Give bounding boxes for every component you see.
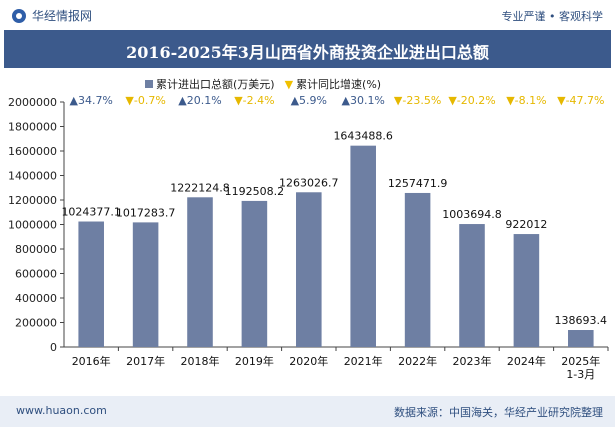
data-label: 1643488.6 [333,130,393,143]
x-tick-label: 2017年 [126,354,165,368]
bar [187,197,213,347]
title-bar: 2016-2025年3月山西省外商投资企业进出口总额 [4,30,611,68]
growth-label: ▼-8.1% [506,94,546,107]
bar [404,192,431,347]
y-tick-label: 200000 [15,317,57,330]
top-bar: 华经情报网 专业严谨 • 客观科学 [0,0,615,30]
x-tick-label: 2024年 [507,354,546,368]
x-tick-label: 2018年 [181,354,220,368]
data-label: 138693.4 [555,314,608,327]
bar [513,234,540,347]
y-tick-label: 2000000 [8,96,57,109]
data-label: 1017283.7 [116,206,176,219]
legend-series: 累计进出口总额(万美元) [145,76,275,92]
y-tick-label: 1400000 [8,170,57,183]
logo-icon [12,8,26,23]
growth-label: ▲34.7% [69,94,112,107]
y-tick-label: 1200000 [8,194,57,207]
data-label: 1263026.7 [279,176,339,189]
data-label: 1222124.8 [170,181,230,194]
y-tick-label: 1800000 [8,121,57,134]
legend-growth-label: 累计同比增速(%) [296,78,382,91]
data-label: 1003694.8 [442,208,502,221]
y-tick-label: 600000 [15,268,57,281]
bar [241,200,268,347]
bar [459,224,485,347]
legend-triangle-icon: ▼ [284,78,294,91]
y-tick-label: 1600000 [8,145,57,158]
slogan: 专业严谨 • 客观科学 [501,10,603,23]
y-tick-label: 800000 [15,243,57,256]
legend-growth: ▼ 累计同比增速(%) [285,76,382,92]
chart-title: 2016-2025年3月山西省外商投资企业进出口总额 [126,43,489,62]
legend-series-label: 累计进出口总额(万美元) [156,78,275,91]
y-tick-label: 400000 [15,292,57,305]
x-tick-label: 2023年 [453,354,492,368]
y-tick-label: 1000000 [8,219,57,232]
x-tick-label: 2025年 [561,354,600,368]
data-label: 1192508.2 [225,185,285,198]
bar [78,221,104,347]
y-tick-label: 0 [50,341,57,354]
growth-label: ▼-23.5% [394,94,441,107]
bar [132,222,159,347]
growth-label: ▼-47.7% [557,94,604,107]
legend-bar-swatch [145,80,153,88]
brand[interactable]: 华经情报网 [12,7,92,24]
growth-label: ▲30.1% [341,94,384,107]
x-tick-label: 2020年 [289,354,328,368]
bar [350,145,376,347]
x-tick-label: 1-3月 [566,368,595,381]
x-tick-label: 2019年 [235,354,274,368]
site-link[interactable]: www.huaon.com [16,404,107,417]
data-label: 1257471.9 [388,177,448,190]
legend: 累计进出口总额(万美元) ▼ 累计同比增速(%) [145,76,381,92]
data-label: 1024377.1 [61,206,121,219]
bar [568,330,594,347]
bar-chart: 0 200000 400000 600000 800000 1000000 1200000 1… [8,94,609,381]
x-tick-label: 2022年 [398,354,437,368]
data-source: 数据来源：中国海关，华经产业研究院整理 [394,406,603,419]
bar [296,192,322,347]
growth-label: ▲5.9% [291,94,327,107]
growth-label: ▼-20.2% [448,94,495,107]
growth-label: ▼-2.4% [234,94,274,107]
brand-name: 华经情报网 [32,9,93,23]
x-tick-label: 2021年 [344,354,383,368]
footer: www.huaon.com 数据来源：中国海关，华经产业研究院整理 [0,396,615,427]
growth-label: ▼-0.7% [125,94,165,107]
x-tick-label: 2016年 [72,354,111,368]
growth-label: ▲20.1% [178,94,221,107]
data-label: 922012 [505,218,547,231]
